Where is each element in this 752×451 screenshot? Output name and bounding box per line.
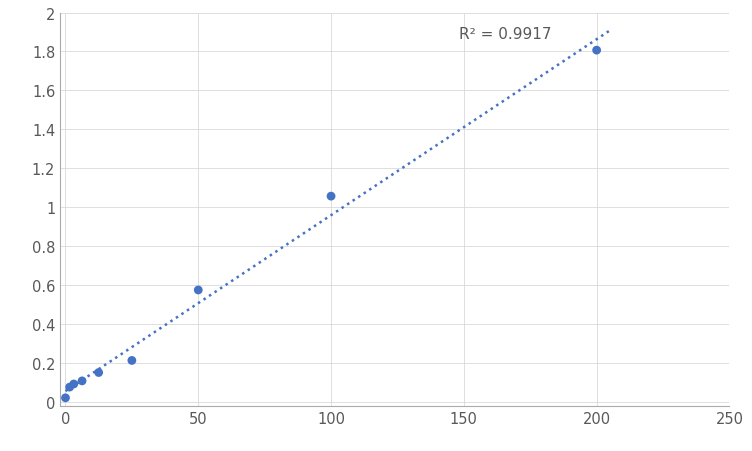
Point <box>68 381 80 388</box>
Point <box>325 193 337 200</box>
Point <box>590 47 602 55</box>
Text: R² = 0.9917: R² = 0.9917 <box>459 27 551 42</box>
Point <box>59 394 71 401</box>
Point <box>64 384 76 391</box>
Point <box>92 369 105 376</box>
Point <box>193 287 205 294</box>
Point <box>126 357 138 364</box>
Point <box>76 377 88 385</box>
